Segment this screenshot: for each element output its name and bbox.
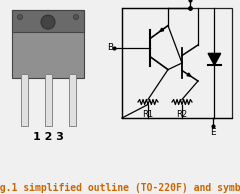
Text: E: E [210, 128, 216, 137]
Circle shape [41, 15, 55, 29]
Text: R1: R1 [142, 110, 154, 119]
Bar [20, 74, 28, 126]
Bar [122, 8, 232, 118]
Polygon shape [187, 73, 191, 76]
Bar [12, 10, 84, 78]
Bar [44, 74, 52, 126]
Polygon shape [208, 53, 221, 65]
Text: R2: R2 [176, 110, 188, 119]
Bar [12, 10, 84, 32]
Text: B: B [107, 43, 113, 52]
Circle shape [73, 15, 78, 20]
Polygon shape [160, 28, 164, 31]
Text: Fig.1 simplified outline (TO-220F) and symbol: Fig.1 simplified outline (TO-220F) and s… [0, 183, 240, 193]
Text: 1 2 3: 1 2 3 [33, 132, 63, 142]
Circle shape [18, 15, 23, 20]
Bar [68, 74, 76, 126]
